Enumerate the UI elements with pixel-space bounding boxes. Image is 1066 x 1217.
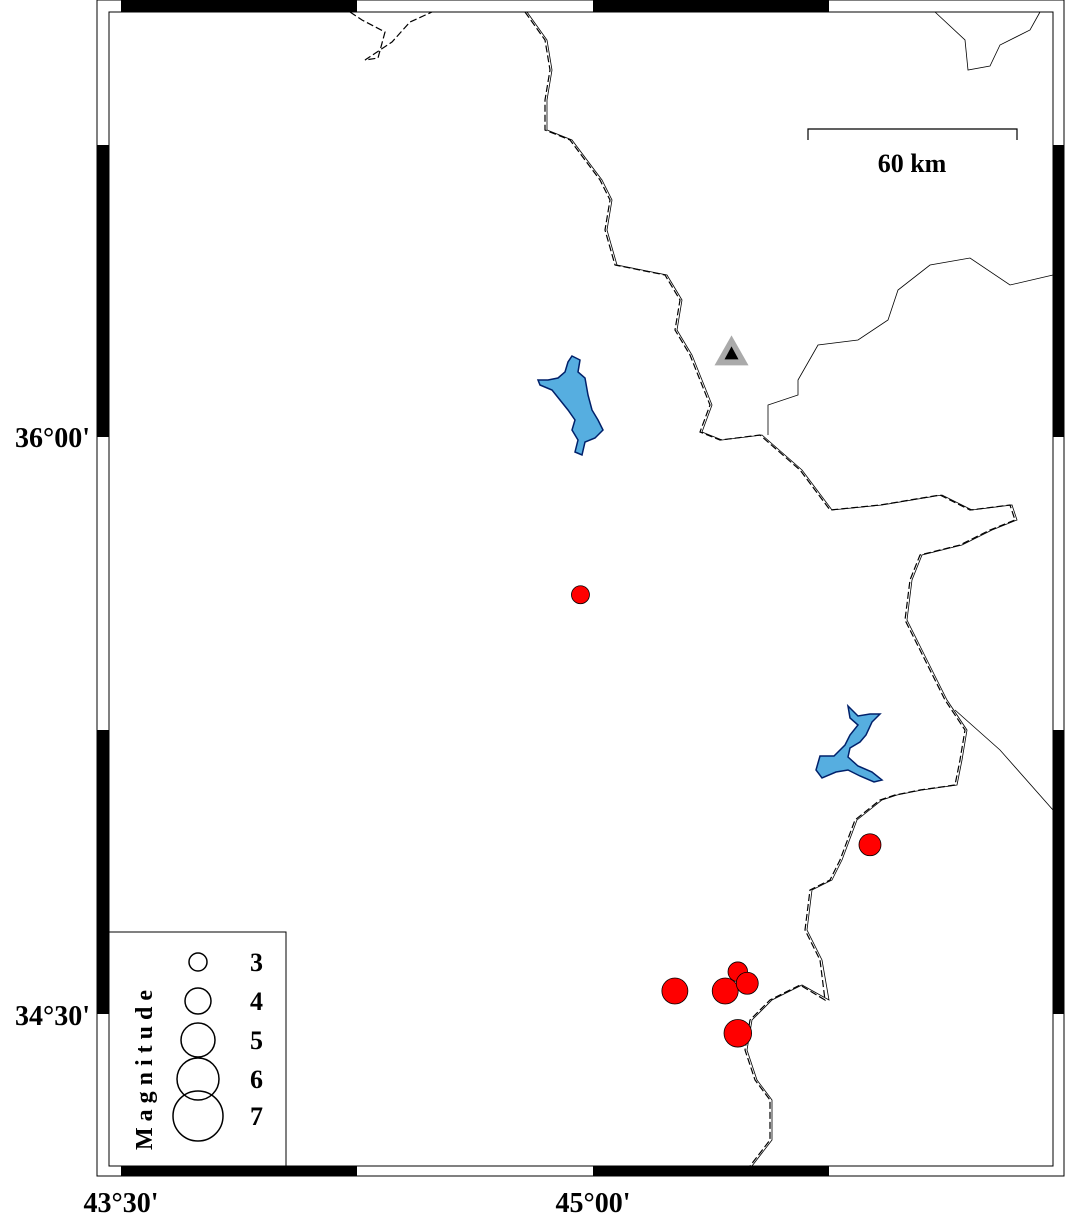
earthquake-event: [735, 971, 759, 995]
international-border-dashed: [524, 11, 1016, 1167]
x-tick-label: 43°30': [84, 1188, 159, 1217]
province-line: [954, 709, 1054, 811]
y-tick-label: 34°30': [15, 1001, 90, 1032]
y-tick-label: 36°00': [15, 423, 90, 454]
lake: [536, 355, 604, 457]
earthquake-event: [858, 833, 882, 857]
legend-label: 4: [250, 987, 263, 1016]
legend-label: 7: [250, 1102, 263, 1131]
legend: Magnitude 3 4 5 6 7: [108, 931, 287, 1167]
scale-bar-label: 60 km: [878, 149, 947, 178]
earthquake-event: [711, 977, 739, 1005]
legend-circle: [180, 1022, 216, 1058]
province-line: [767, 257, 1054, 435]
earthquake-event: [723, 1019, 753, 1048]
legend-circle: [184, 987, 212, 1015]
borders: [349, 11, 1054, 1167]
legend-circle: [176, 1057, 220, 1101]
earthquake-events: [571, 585, 882, 1048]
legend-label: 3: [250, 948, 263, 977]
border-dashed-north: [349, 11, 433, 61]
seismic-station: [714, 335, 749, 366]
legend-circle: [188, 952, 208, 972]
province-line: [934, 11, 1041, 71]
scale-bar: 60 km: [807, 128, 1018, 178]
earthquake-event: [571, 585, 590, 605]
x-tick-label: 45°00': [556, 1188, 631, 1217]
legend-circle: [172, 1090, 224, 1142]
earthquake-event: [661, 977, 689, 1005]
triangle-icon-inner: [724, 346, 739, 360]
legend-title: Magnitude: [132, 984, 158, 1150]
lake: [815, 703, 884, 783]
legend-label: 5: [250, 1026, 263, 1055]
legend-label: 6: [250, 1065, 263, 1094]
border-solid: [526, 11, 1018, 1167]
